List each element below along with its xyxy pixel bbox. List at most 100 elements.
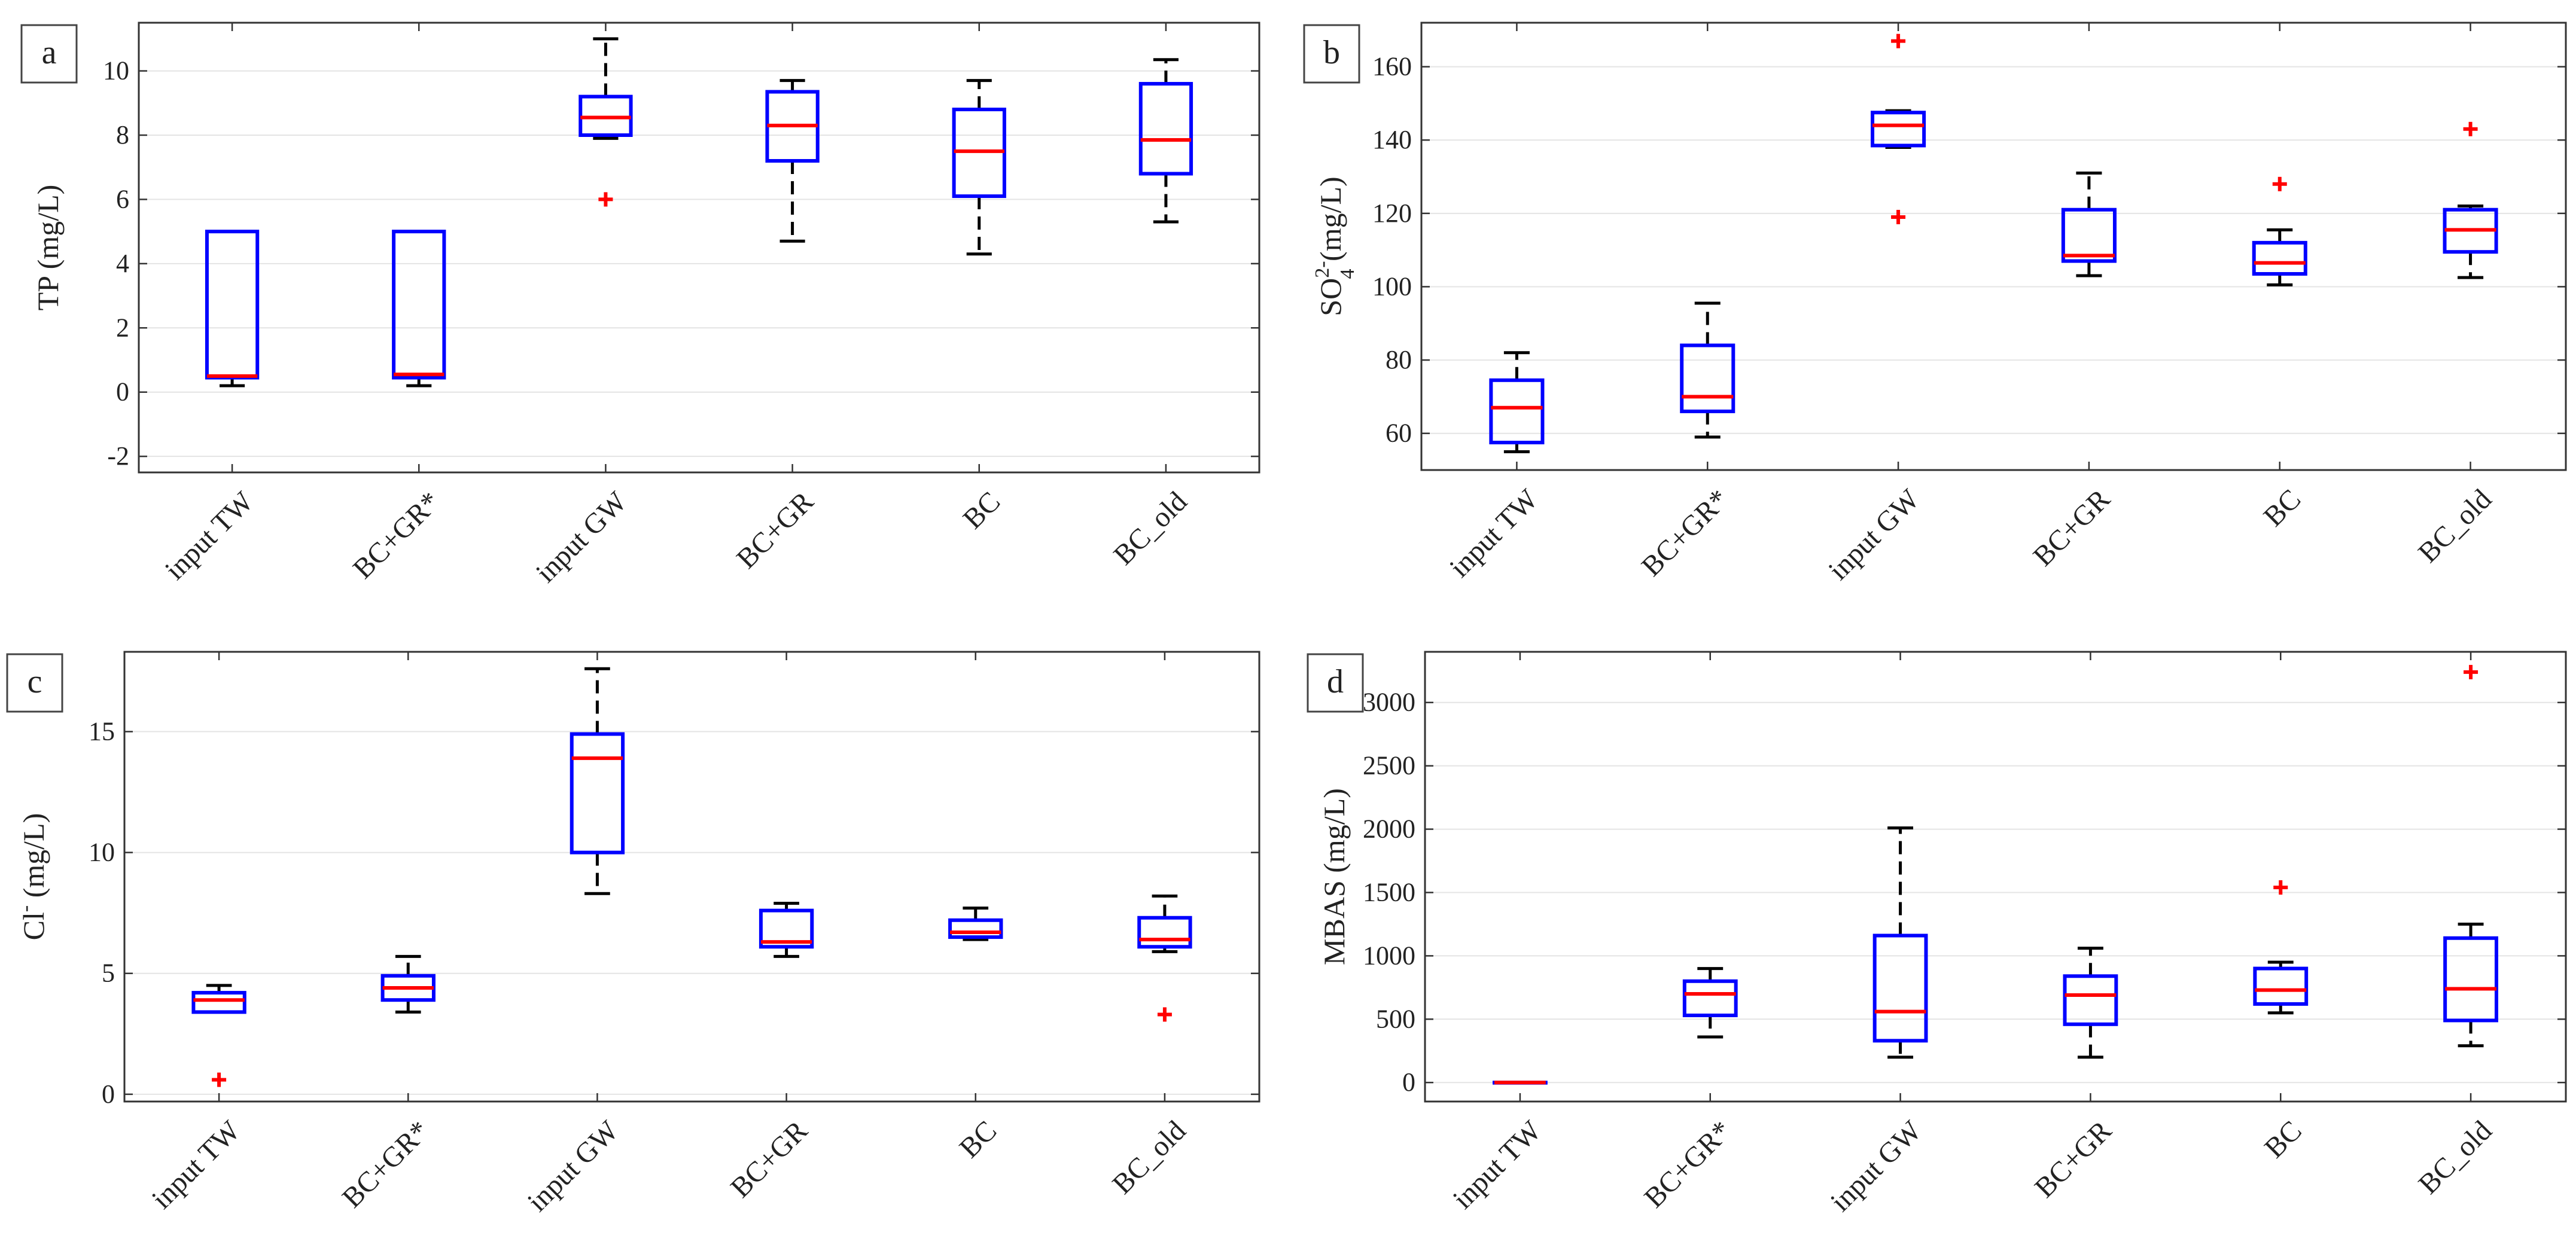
y-tick-label: 10 <box>103 56 129 86</box>
box-input GW <box>578 37 633 207</box>
box-BC <box>2252 176 2307 286</box>
y-tick-label: 100 <box>1372 271 1412 301</box>
box-BC_old <box>2443 664 2498 1048</box>
box-body <box>1137 916 1192 949</box>
y-tick-label: 10 <box>89 838 115 867</box>
outlier-marker <box>2464 664 2478 679</box>
box-BC_old <box>1138 58 1193 224</box>
y-tick-label: 500 <box>1376 1004 1415 1033</box>
x-tick-label: BC_old <box>2413 1115 2498 1200</box>
y-axis-label: MBAS (mg/L) <box>1317 788 1351 965</box>
x-tick-label: input TW <box>146 1115 246 1215</box>
y-axis-label-main: Cl <box>17 912 50 940</box>
y-tick-label: 160 <box>1372 52 1412 81</box>
y-tick-label: 5 <box>102 959 115 988</box>
x-tick-label: input GW <box>530 486 634 589</box>
x-tick-label: input TW <box>159 486 260 586</box>
box-input TW <box>191 984 246 1087</box>
y-tick-label: 3000 <box>1363 688 1415 717</box>
y-axis-label-unit: (mg/L) <box>17 813 50 905</box>
y-tick-label: -2 <box>107 441 129 471</box>
box-BC+GR* <box>1682 967 1738 1039</box>
x-tick-label: BC+GR <box>2029 1115 2118 1204</box>
y-tick-label: 4 <box>116 249 129 278</box>
y-axis-label-main: MBAS (mg/L) <box>1317 788 1351 965</box>
y-axis-label-sup: - <box>14 905 36 912</box>
x-tick-label: input TW <box>1447 1115 1548 1215</box>
box-body <box>1872 933 1928 1043</box>
panel-letter: a <box>42 34 57 71</box>
outlier-marker <box>2463 121 2478 136</box>
y-axis-label: SO2- 4 (mg/L) <box>1311 176 1359 316</box>
box-body <box>2252 240 2307 276</box>
x-tick-label: BC+GR* <box>1638 1115 1737 1214</box>
x-tick-label: BC+GR <box>724 1115 814 1204</box>
box-BC+GR <box>765 79 820 243</box>
plot-frame <box>138 22 1260 474</box>
y-axis-label: Cl- (mg/L) <box>14 813 50 941</box>
box-BC_old <box>1137 894 1192 1022</box>
panel-letter-box <box>6 653 63 713</box>
plot-frame <box>1420 22 2567 471</box>
box-BC_old <box>2443 121 2498 279</box>
outlier-marker <box>212 1072 227 1087</box>
x-tick-label: BC <box>2258 483 2307 533</box>
box-BC+GR <box>2061 171 2117 277</box>
y-tick-label: 1500 <box>1363 877 1415 907</box>
y-axis-label-unit: (mg/L) <box>1314 176 1347 269</box>
panel-letter-box <box>1303 24 1360 84</box>
box-input GW <box>570 667 625 895</box>
x-tick-label: input GW <box>522 1115 625 1218</box>
box-BC <box>948 907 1003 941</box>
box-input TW <box>205 230 260 388</box>
panel-letter-box <box>1307 653 1364 713</box>
x-tick-label: BC+GR <box>2027 483 2116 572</box>
x-tick-label: BC+GR* <box>336 1115 436 1214</box>
y-tick-label: 80 <box>1386 345 1412 374</box>
box-body <box>1682 979 1738 1017</box>
y-tick-label: 2 <box>116 313 129 342</box>
box-BC <box>2253 880 2309 1015</box>
y-axis-label-main: SO <box>1314 278 1347 316</box>
outlier-marker <box>598 192 613 207</box>
x-tick-label: BC <box>957 486 1007 535</box>
box-BC+GR <box>759 901 814 958</box>
y-tick-label: 120 <box>1372 199 1412 228</box>
box-body <box>2061 208 2117 263</box>
outlier-marker <box>1891 209 1906 224</box>
x-tick-label: input GW <box>1825 1115 1928 1218</box>
outlier-marker <box>2273 880 2288 895</box>
panel-b: 60 80 100 120 140 160 input TW BC+GR* input GW BC… <box>1303 22 2567 586</box>
panel-letter-box <box>20 24 78 84</box>
box-input TW <box>1493 1081 1548 1085</box>
box-BC+GR* <box>1680 301 1735 439</box>
x-tick-label: BC+GR* <box>347 486 446 585</box>
box-body <box>2063 974 2118 1026</box>
y-tick-label: 0 <box>102 1079 115 1109</box>
x-tick-label: input TW <box>1444 483 1544 584</box>
panel-a: -2 0 2 4 6 8 10 input TW BC+GR* input GW BC+GR BC BC… <box>20 22 1260 589</box>
box-body <box>1489 378 1545 445</box>
y-tick-label: 60 <box>1386 419 1412 448</box>
y-tick-label: 6 <box>116 184 129 213</box>
y-tick-label: 140 <box>1372 125 1412 154</box>
x-tick-label: BC+GR* <box>1636 483 1735 582</box>
y-tick-label: 2500 <box>1363 751 1415 780</box>
box-body <box>1871 111 1926 148</box>
y-tick-label: 8 <box>116 120 129 150</box>
panel-d: 0 500 1000 1500 2000 2500 3000 input TW BC+GR* in… <box>1307 651 2567 1218</box>
x-tick-label: BC+GR <box>730 486 820 575</box>
y-axis-label-sup: 2- <box>1311 261 1333 277</box>
x-tick-label: BC_old <box>2412 483 2498 569</box>
y-tick-label: 0 <box>116 377 129 407</box>
x-tick-label: BC_old <box>1107 486 1193 571</box>
plot-frame <box>1424 651 2567 1103</box>
y-axis-label-main: TP (mg/L) <box>31 185 65 311</box>
panel-letter: d <box>1327 663 1344 700</box>
box-body <box>2443 936 2498 1023</box>
panel-letter: b <box>1323 34 1340 71</box>
box-body <box>1680 343 1735 413</box>
outlier-marker <box>1891 33 1906 48</box>
plot-frame <box>123 651 1260 1103</box>
